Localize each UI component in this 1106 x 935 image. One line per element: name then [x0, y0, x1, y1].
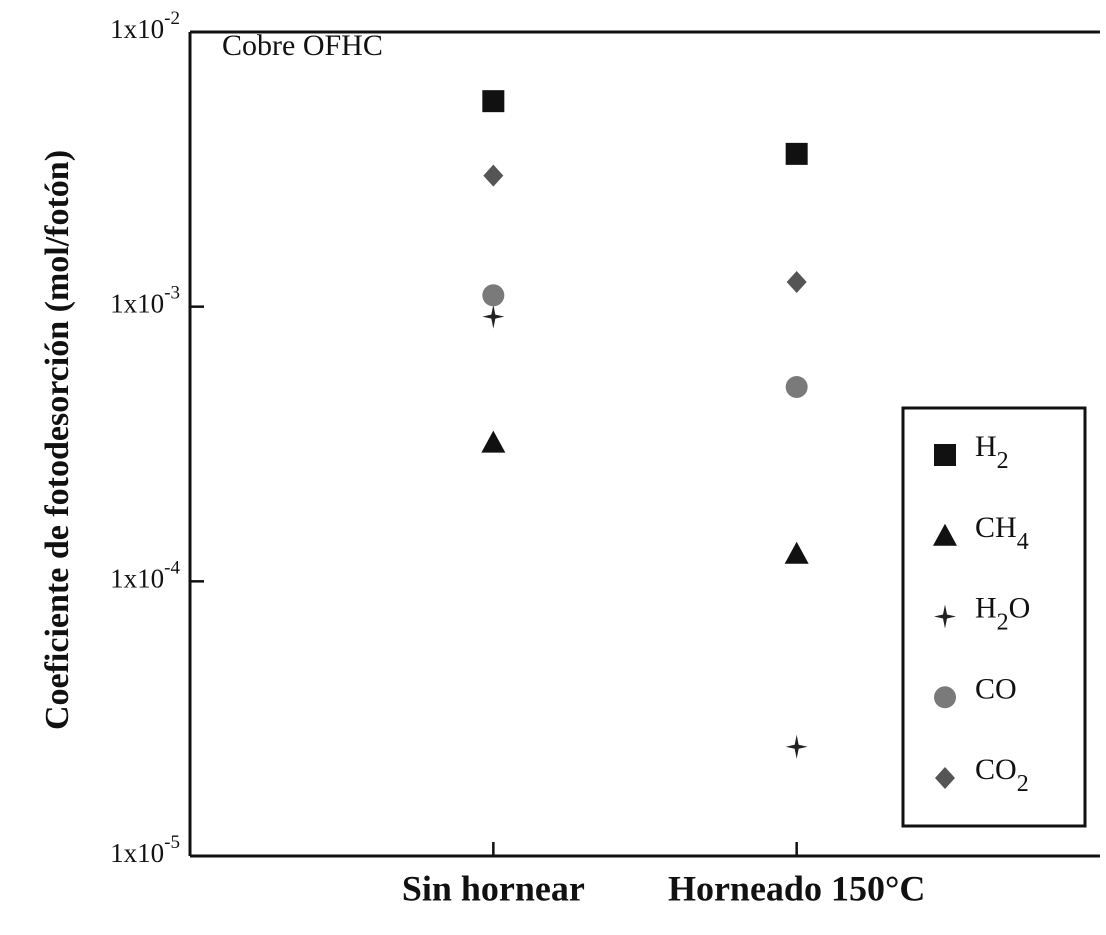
legend-label: CH4	[975, 511, 1029, 555]
marker	[786, 270, 807, 293]
marker	[784, 541, 809, 564]
y-tick-label: 1x10-4	[110, 558, 180, 594]
x-tick-label: Horneado 150°C	[668, 868, 925, 908]
legend-label: H2O	[975, 591, 1030, 635]
marker	[482, 304, 505, 329]
legend-box	[901, 406, 1087, 828]
y-tick-label: 1x10-5	[110, 832, 180, 868]
y-tick-label: 1x10-3	[110, 283, 180, 319]
legend-label: CO2	[975, 753, 1029, 797]
marker	[785, 734, 808, 759]
marker	[934, 686, 956, 709]
marker	[483, 164, 504, 187]
marker	[481, 430, 506, 453]
marker	[935, 767, 955, 789]
marker	[933, 523, 957, 546]
y-tick-label: 1x10-2	[110, 8, 180, 44]
marker	[934, 444, 956, 466]
marker	[482, 90, 505, 113]
legend-label: CO	[975, 672, 1017, 705]
y-axis-title: Coeficiente de fotodesorción (mol/fotón)	[39, 150, 76, 730]
legend-label: H2	[975, 430, 1009, 474]
marker	[934, 604, 956, 629]
marker	[785, 375, 808, 398]
x-tick-label: Sin hornear	[402, 868, 585, 908]
marker	[482, 284, 505, 307]
marker	[785, 142, 808, 165]
annotation: Cobre OFHC	[222, 29, 383, 62]
